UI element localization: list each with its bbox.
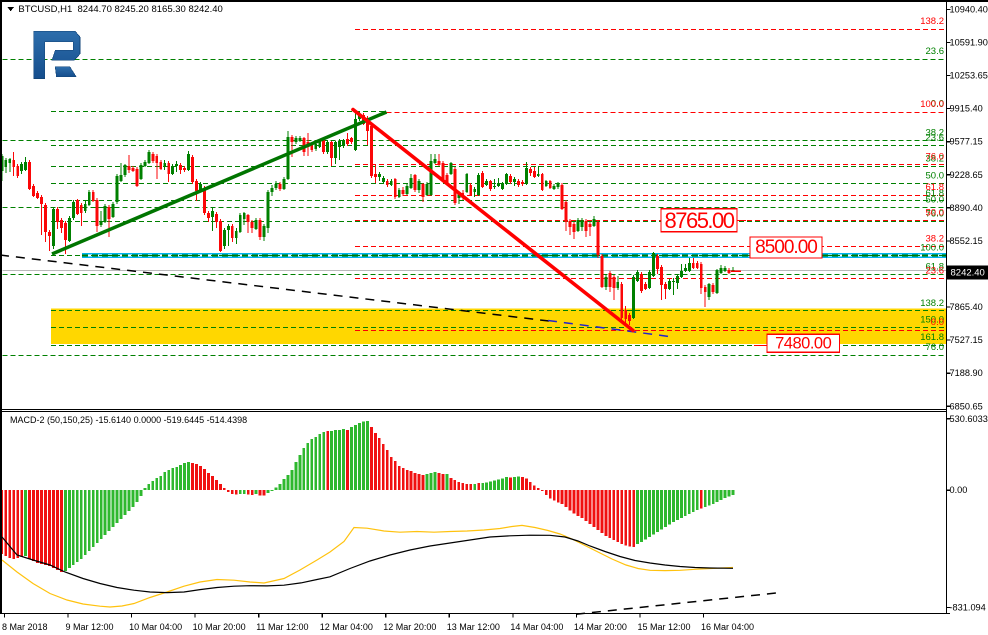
- svg-text:138.2: 138.2: [920, 16, 944, 27]
- svg-text:9228.65: 9228.65: [950, 170, 983, 180]
- svg-text:13 Mar 12:00: 13 Mar 12:00: [447, 622, 500, 632]
- svg-text:50.0: 50.0: [926, 171, 945, 182]
- svg-text:530.6033: 530.6033: [950, 414, 988, 424]
- svg-text:12 Mar 20:00: 12 Mar 20:00: [383, 622, 436, 632]
- svg-text:11 Mar 12:00: 11 Mar 12:00: [256, 622, 308, 632]
- svg-text:76.0: 76.0: [926, 208, 945, 219]
- svg-text:-831.094: -831.094: [950, 603, 986, 613]
- svg-text:MACD-2 (50,150,25) -15.6140 0.: MACD-2 (50,150,25) -15.6140 0.0000 -519.…: [10, 415, 247, 425]
- svg-text:12 Mar 04:00: 12 Mar 04:00: [320, 622, 373, 632]
- svg-text:161.8: 161.8: [920, 332, 944, 343]
- svg-text:10940.40: 10940.40: [950, 4, 988, 14]
- svg-text:7188.90: 7188.90: [950, 368, 983, 378]
- svg-text:7527.15: 7527.15: [950, 335, 983, 345]
- svg-text:0.0: 0.0: [931, 99, 944, 110]
- svg-text:8890.40: 8890.40: [950, 203, 983, 213]
- svg-text:138.2: 138.2: [920, 298, 944, 309]
- svg-text:23.6: 23.6: [926, 46, 945, 57]
- svg-text:6850.65: 6850.65: [950, 401, 983, 411]
- svg-text:23.6: 23.6: [926, 133, 945, 144]
- svg-text:7865.40: 7865.40: [950, 302, 983, 312]
- svg-text:23.6: 23.6: [926, 266, 945, 277]
- svg-text:76.0: 76.0: [926, 152, 945, 163]
- svg-text:8 Mar 2018: 8 Mar 2018: [2, 622, 48, 632]
- svg-text:15 Mar 12:00: 15 Mar 12:00: [638, 622, 691, 632]
- svg-text:8765.00: 8765.00: [664, 208, 734, 233]
- svg-text:61.8: 61.8: [926, 182, 945, 193]
- svg-text:14 Mar 20:00: 14 Mar 20:00: [574, 622, 627, 632]
- svg-text:50.0: 50.0: [926, 207, 945, 218]
- svg-text:10253.65: 10253.65: [950, 71, 988, 81]
- svg-text:150.0: 150.0: [920, 315, 944, 326]
- svg-text:61.8: 61.8: [926, 188, 945, 199]
- svg-text:76.0: 76.0: [926, 342, 945, 353]
- svg-text:61.8: 61.8: [926, 261, 945, 272]
- svg-text:0.0: 0.0: [931, 317, 944, 328]
- svg-text:9577.15: 9577.15: [950, 137, 983, 147]
- svg-text:100.0: 100.0: [920, 99, 944, 110]
- svg-text:0.00: 0.00: [950, 485, 968, 495]
- svg-text:8242.40: 8242.40: [951, 267, 985, 278]
- svg-text:9915.40: 9915.40: [950, 104, 983, 114]
- svg-text:50.0: 50.0: [926, 194, 945, 205]
- svg-text:38.2: 38.2: [926, 233, 945, 244]
- svg-text:10 Mar 20:00: 10 Mar 20:00: [193, 622, 246, 632]
- svg-text:10 Mar 04:00: 10 Mar 04:00: [129, 622, 182, 632]
- svg-text:14 Mar 04:00: 14 Mar 04:00: [510, 622, 563, 632]
- svg-text:38.2: 38.2: [926, 128, 945, 139]
- svg-text:7480.00: 7480.00: [775, 334, 831, 352]
- svg-text:8552.15: 8552.15: [950, 236, 983, 246]
- svg-text:10591.90: 10591.90: [950, 38, 988, 48]
- svg-text:8500.00: 8500.00: [755, 237, 817, 258]
- svg-text:BTCUSD,H1 8244.70 8245.20 816: BTCUSD,H1 8244.70 8245.20 8165.30 8242.4…: [18, 4, 222, 15]
- svg-text:9 Mar 12:00: 9 Mar 12:00: [66, 622, 114, 632]
- svg-text:16 Mar 04:00: 16 Mar 04:00: [701, 622, 754, 632]
- svg-text:38.2: 38.2: [926, 154, 945, 165]
- svg-text:100.0: 100.0: [920, 243, 944, 254]
